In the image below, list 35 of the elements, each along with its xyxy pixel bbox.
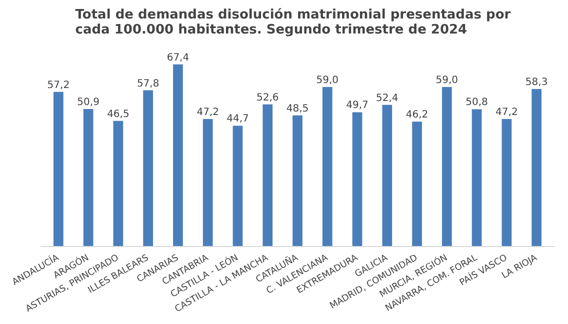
chart-title: Total de demandas disolución matrimonial presentadas por cada 100.000 habitantes. Segundo trimestre de 2024 xyxy=(75,8,512,38)
data-label: 50,8 xyxy=(466,97,488,108)
data-label: 67,4 xyxy=(166,52,190,64)
data-label: 46,2 xyxy=(406,110,428,121)
bar xyxy=(412,122,422,246)
bar xyxy=(232,126,243,246)
data-label: 48,5 xyxy=(286,103,309,114)
data-label: 47,2 xyxy=(496,106,518,118)
bar xyxy=(502,118,512,246)
bar xyxy=(143,90,154,246)
bar xyxy=(173,64,183,246)
bar xyxy=(472,109,482,246)
bar xyxy=(382,104,392,246)
bar xyxy=(113,120,124,246)
data-label: 47,2 xyxy=(196,106,219,118)
bar xyxy=(292,115,302,246)
data-label: 49,7 xyxy=(346,100,368,112)
bar xyxy=(54,92,64,246)
data-label: 57,8 xyxy=(136,78,160,90)
data-label: 58,3 xyxy=(525,76,548,88)
bar xyxy=(83,108,94,246)
bar xyxy=(532,88,542,246)
data-label: 46,5 xyxy=(107,108,130,120)
bar xyxy=(202,118,213,246)
data-label: 44,7 xyxy=(226,114,249,125)
data-label: 50,9 xyxy=(77,96,100,108)
bar xyxy=(322,87,332,246)
data-label: 59,0 xyxy=(316,75,339,86)
data-label: 52,4 xyxy=(376,92,398,104)
data-label: 59,0 xyxy=(436,75,458,86)
bar xyxy=(442,87,452,246)
data-label: 57,2 xyxy=(47,80,70,91)
data-label: 52,6 xyxy=(256,92,279,104)
bar xyxy=(352,112,362,246)
bar xyxy=(262,104,273,246)
